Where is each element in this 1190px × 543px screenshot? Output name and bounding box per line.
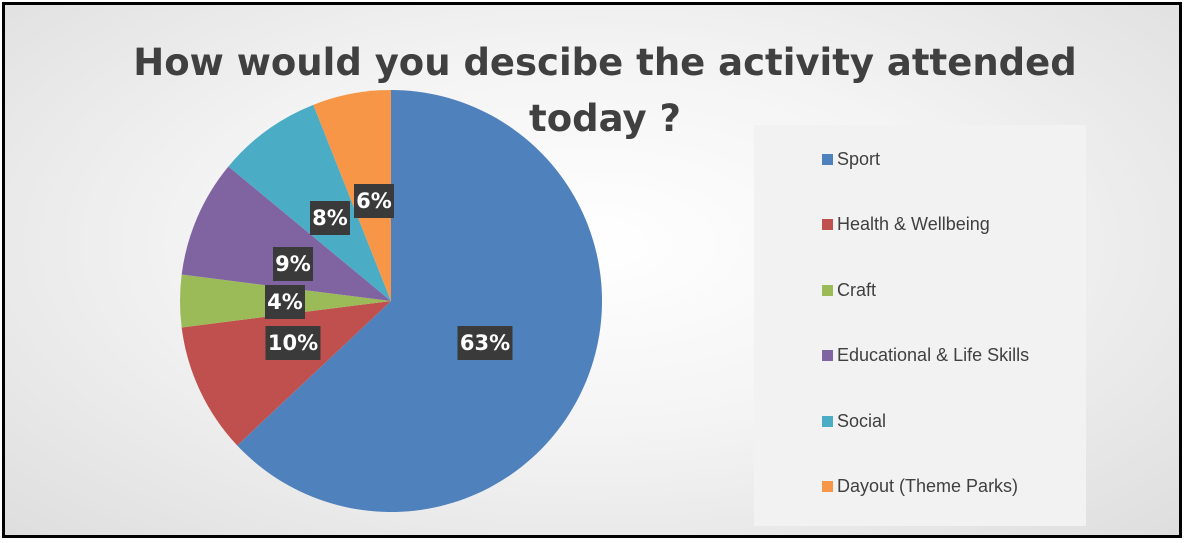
- legend-label: Educational & Life Skills: [837, 345, 1030, 365]
- data-label-sport: 63%: [457, 326, 513, 360]
- pie-slice-health-wellbeing: [181, 301, 391, 446]
- pie-slice-social: [228, 104, 391, 301]
- data-label-social: 8%: [310, 201, 350, 235]
- legend-label: Health & Wellbeing: [837, 214, 990, 234]
- data-label-health-wellbeing: 10%: [265, 326, 321, 360]
- legend-swatch: [822, 284, 833, 296]
- data-label-text: 6%: [356, 189, 392, 213]
- legend-label: Dayout (Theme Parks): [837, 476, 1019, 496]
- legend-label: Social: [837, 410, 887, 431]
- data-label-text: 8%: [312, 206, 348, 230]
- data-label-dayout-theme-parks: 6%: [354, 184, 394, 218]
- data-label-craft: 4%: [265, 285, 305, 319]
- data-label-box: [310, 201, 350, 235]
- pie-slice-educational-life-skills: [181, 166, 391, 301]
- pie-chart: 63% 10% 4% 9%8% 6%: [179, 90, 603, 512]
- data-label-box: [273, 247, 313, 281]
- pie-slice-sport: [237, 90, 603, 512]
- legend-label: Craft: [837, 279, 877, 300]
- legend-swatch: [822, 350, 833, 361]
- data-label-text: 9%: [275, 252, 311, 276]
- legend-item-health-wellbeing: Health & Wellbeing: [822, 214, 990, 235]
- chart-title: How would you descibe the activity atten…: [133, 41, 1077, 140]
- legend-swatch: [822, 415, 833, 427]
- data-label-box: [265, 326, 321, 360]
- data-label-box: [265, 285, 305, 319]
- data-label-box: [457, 326, 513, 360]
- data-label-educational-life-skills: 9%: [273, 247, 313, 281]
- legend-item-craft: Craft: [822, 280, 876, 300]
- legend: Sport Health & Wellbeing Craft Educational …: [754, 125, 1086, 526]
- legend-swatch: [822, 219, 833, 230]
- legend-item-sport: Sport: [822, 149, 880, 169]
- legend-item-social: Social: [822, 411, 886, 431]
- data-label-box: [354, 184, 394, 218]
- data-label-text: 10%: [268, 331, 318, 355]
- legend-swatch: [822, 481, 833, 492]
- pie-slice-dayout-theme-parks: [313, 90, 391, 301]
- data-label-text: 63%: [460, 331, 510, 355]
- chart-area: Sport Health & Wellbeing Craft Educational …: [2, 2, 1182, 538]
- legend-item-dayout-theme-parks: Dayout (Theme Parks): [822, 476, 1019, 497]
- legend-swatch: [822, 153, 833, 165]
- legend-label: Sport: [837, 148, 881, 169]
- legend-item-educational-life-skills: Educational & Life Skills: [822, 345, 1030, 366]
- data-label-text: 4%: [267, 290, 303, 314]
